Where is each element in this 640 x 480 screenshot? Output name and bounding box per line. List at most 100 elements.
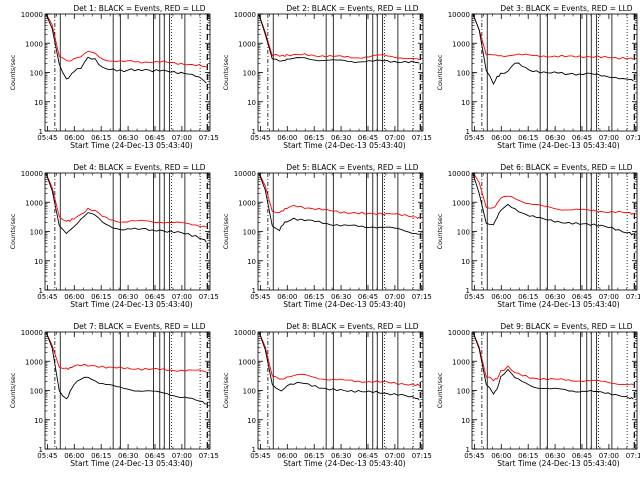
x-tick-label: 06:15 bbox=[518, 293, 538, 301]
x-tick-label: 05:45 bbox=[37, 134, 57, 142]
x-axis-label: Start Time (24-Dec-13 05:43:40) bbox=[283, 141, 405, 150]
x-axis-label: Start Time (24-Dec-13 05:43:40) bbox=[283, 459, 405, 468]
y-tick-label: 10000 bbox=[448, 170, 470, 178]
series-line-lld bbox=[258, 332, 420, 387]
y-tick-label: 1000 bbox=[25, 358, 43, 366]
x-tick-label: 05:45 bbox=[464, 134, 484, 142]
x-tick-label: 06:00 bbox=[491, 134, 511, 142]
y-tick-label: 10000 bbox=[234, 11, 256, 19]
y-tick-label: 1 bbox=[39, 446, 43, 454]
x-tick-label: 07:15 bbox=[199, 134, 219, 142]
x-tick-label: 06:00 bbox=[277, 293, 297, 301]
x-axis-label: Start Time (24-Dec-13 05:43:40) bbox=[70, 459, 192, 468]
y-tick-label: 100 bbox=[457, 388, 470, 396]
y-tick-label: 100 bbox=[30, 229, 43, 237]
detector-panel-3: 1 10 100 1000 10000 05:45 06:00 06:15 06:30 06:45… bbox=[436, 4, 640, 150]
y-tick-label: 10000 bbox=[21, 170, 43, 178]
x-tick-label: 06:45 bbox=[145, 134, 165, 142]
detector-panel-6: 1 10 100 1000 10000 05:45 06:00 06:15 06:30 06:45… bbox=[436, 163, 640, 309]
x-tick-label: 07:00 bbox=[599, 134, 619, 142]
x-axis-label: Start Time (24-Dec-13 05:43:40) bbox=[283, 300, 405, 309]
y-axis-label: Counts/sec bbox=[436, 213, 444, 249]
y-tick-label: 1000 bbox=[452, 40, 470, 48]
y-tick-label: 10000 bbox=[21, 329, 43, 337]
y-tick-label: 100 bbox=[243, 388, 256, 396]
y-tick-label: 10000 bbox=[234, 170, 256, 178]
y-axis-label: Counts/sec bbox=[222, 213, 230, 249]
x-tick-label: 06:30 bbox=[118, 452, 138, 460]
y-tick-label: 10000 bbox=[21, 11, 43, 19]
y-tick-label: 1 bbox=[39, 287, 43, 295]
panel-title: Det 9: BLACK = Events, RED = LLD bbox=[500, 322, 632, 331]
y-tick-label: 100 bbox=[243, 70, 256, 78]
x-tick-label: 06:45 bbox=[358, 134, 378, 142]
series-line-events bbox=[45, 332, 207, 405]
x-tick-label: 06:45 bbox=[358, 293, 378, 301]
x-tick-label: 07:15 bbox=[412, 293, 432, 301]
x-tick-label: 06:15 bbox=[91, 293, 111, 301]
series-line-lld bbox=[258, 14, 420, 61]
detector-panel-8: 1 10 100 1000 10000 05:45 06:00 06:15 06:30 06:45… bbox=[222, 322, 432, 468]
x-tick-label: 07:00 bbox=[385, 134, 405, 142]
panel-title: Det 5: BLACK = Events, RED = LLD bbox=[286, 163, 418, 172]
y-tick-label: 100 bbox=[30, 70, 43, 78]
panel-title: Det 6: BLACK = Events, RED = LLD bbox=[500, 163, 632, 172]
y-tick-label: 10 bbox=[247, 258, 256, 266]
y-tick-label: 1000 bbox=[238, 40, 256, 48]
detector-panel-4: 1 10 100 1000 10000 05:45 06:00 06:15 06:30 06:45… bbox=[9, 163, 219, 309]
series-line-events bbox=[258, 14, 420, 64]
y-tick-label: 10 bbox=[461, 258, 470, 266]
y-axis-label: Counts/sec bbox=[9, 372, 17, 408]
x-tick-label: 07:15 bbox=[626, 134, 640, 142]
x-tick-label: 07:15 bbox=[412, 452, 432, 460]
detector-panel-5: 1 10 100 1000 10000 05:45 06:00 06:15 06:30 06:45… bbox=[222, 163, 432, 309]
y-tick-label: 10000 bbox=[448, 329, 470, 337]
x-tick-label: 07:00 bbox=[172, 134, 192, 142]
x-tick-label: 06:15 bbox=[91, 134, 111, 142]
series-line-events bbox=[472, 14, 634, 86]
y-tick-label: 10 bbox=[247, 417, 256, 425]
x-tick-label: 06:00 bbox=[491, 293, 511, 301]
detector-panel-7: 1 10 100 1000 10000 05:45 06:00 06:15 06:30 06:45… bbox=[9, 322, 219, 468]
detector-panel-1: 1 10 100 1000 10000 05:45 06:00 06:15 06:30 06:45… bbox=[9, 4, 219, 150]
x-tick-label: 06:30 bbox=[545, 293, 565, 301]
x-tick-label: 06:30 bbox=[118, 293, 138, 301]
x-tick-label: 06:30 bbox=[331, 134, 351, 142]
x-tick-label: 06:00 bbox=[277, 134, 297, 142]
x-axis-label: Start Time (24-Dec-13 05:43:40) bbox=[497, 459, 619, 468]
series-line-events bbox=[45, 173, 207, 243]
series-line-lld bbox=[45, 173, 207, 228]
x-tick-label: 05:45 bbox=[464, 452, 484, 460]
x-tick-label: 07:00 bbox=[385, 293, 405, 301]
x-tick-label: 06:30 bbox=[545, 134, 565, 142]
x-tick-label: 06:45 bbox=[572, 134, 592, 142]
x-tick-label: 06:45 bbox=[145, 452, 165, 460]
panel-title: Det 2: BLACK = Events, RED = LLD bbox=[286, 4, 418, 13]
series-line-events bbox=[472, 173, 634, 236]
x-tick-label: 07:00 bbox=[172, 452, 192, 460]
y-tick-label: 1 bbox=[466, 128, 470, 136]
y-axis-label: Counts/sec bbox=[9, 54, 17, 90]
x-tick-label: 07:15 bbox=[412, 134, 432, 142]
x-tick-label: 05:45 bbox=[250, 452, 270, 460]
x-tick-label: 06:30 bbox=[118, 134, 138, 142]
y-tick-label: 10 bbox=[34, 99, 43, 107]
y-tick-label: 10000 bbox=[448, 11, 470, 19]
x-tick-label: 06:00 bbox=[64, 134, 84, 142]
detector-panel-9: 1 10 100 1000 10000 05:45 06:00 06:15 06:30 06:45… bbox=[436, 322, 640, 468]
y-tick-label: 10 bbox=[461, 417, 470, 425]
x-tick-label: 05:45 bbox=[250, 134, 270, 142]
x-axis-label: Start Time (24-Dec-13 05:43:40) bbox=[70, 141, 192, 150]
x-tick-label: 05:45 bbox=[37, 452, 57, 460]
y-tick-label: 1 bbox=[39, 128, 43, 136]
x-tick-label: 06:00 bbox=[64, 452, 84, 460]
x-tick-label: 05:45 bbox=[250, 293, 270, 301]
y-tick-label: 1 bbox=[466, 446, 470, 454]
y-tick-label: 1000 bbox=[25, 199, 43, 207]
y-tick-label: 1 bbox=[466, 287, 470, 295]
x-tick-label: 05:45 bbox=[37, 293, 57, 301]
y-tick-label: 100 bbox=[457, 70, 470, 78]
y-axis-label: Counts/sec bbox=[222, 372, 230, 408]
y-tick-label: 10 bbox=[461, 99, 470, 107]
